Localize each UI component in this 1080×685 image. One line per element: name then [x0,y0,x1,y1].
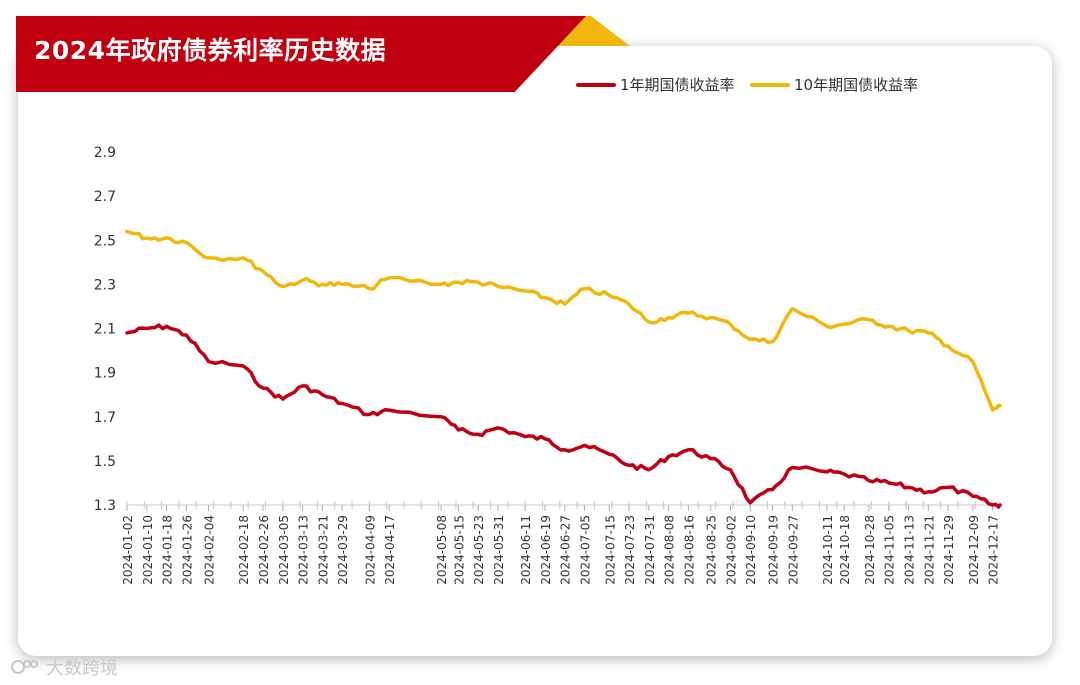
x-tick-label: 2024-11-05 [883,515,897,585]
watermark-logo-icon [11,660,38,674]
y-tick-label: 2.7 [94,189,116,205]
x-tick-label: 2024-07-23 [623,515,637,585]
legend-swatch-1y [576,82,616,87]
x-tick-label: 2024-12-09 [967,515,981,585]
x-tick-label: 2024-01-26 [180,515,194,585]
watermark: 大数跨境 [10,654,118,680]
legend-item-1y: 1年期国债收益率 [576,74,735,95]
x-tick-label: 2024-02-04 [203,515,217,585]
x-tick-label: 2024-10-11 [821,515,835,585]
x-tick-label: 2024-09-27 [786,515,800,585]
x-tick-label: 2024-05-15 [452,515,466,585]
x-tick-label: 2024-08-08 [663,515,677,585]
series-line-10y [125,229,1002,412]
x-tick-label: 2024-08-16 [682,515,696,585]
x-tick-label: 2024-03-21 [316,515,330,585]
legend-label-1y: 1年期国债收益率 [620,76,735,94]
y-tick-label: 2.1 [94,322,116,338]
x-tick-label: 2024-05-31 [492,515,506,585]
x-tick-label: 2024-06-27 [559,515,573,585]
chart-title: 2024年政府债券利率历史数据 [34,36,387,65]
legend-item-10y: 10年期国债收益率 [750,74,918,95]
x-tick-label: 2024-10-28 [863,515,877,585]
legend-swatch-10y [750,82,790,87]
series-line-1y [125,323,1002,509]
x-tick-label: 2024-06-11 [519,515,533,585]
x-tick-label: 2024-08-25 [705,515,719,585]
x-tick-label: 2024-04-17 [383,515,397,585]
x-tick-label: 2024-11-29 [942,515,956,585]
x-tick-label: 2024-03-13 [297,515,311,585]
watermark-text: 大数跨境 [46,658,118,679]
title-banner [16,16,586,92]
x-tick-label: 2024-01-18 [161,515,175,585]
x-tick-label: 2024-12-17 [987,515,1001,585]
legend-label-10y: 10年期国债收益率 [794,76,919,94]
chart-card [18,46,1052,656]
y-tick-label: 2.5 [94,233,116,249]
y-tick-label: 1.3 [94,498,116,514]
x-tick-label: 2024-11-13 [902,515,916,585]
x-tick-label: 2024-07-05 [579,515,593,585]
x-tick-label: 2024-01-02 [121,515,135,585]
y-tick-label: 1.5 [94,454,116,470]
x-tick-label: 2024-09-02 [724,515,738,585]
x-tick-label: 2024-03-29 [336,515,350,585]
x-tick-label: 2024-09-10 [744,515,758,585]
x-tick-label: 2024-09-19 [766,515,780,585]
y-tick-label: 2.3 [94,277,116,293]
x-tick-label: 2024-01-10 [141,515,155,585]
y-tick-label: 1.7 [94,410,116,426]
x-tick-label: 2024-06-19 [539,515,553,585]
x-tick-label: 2024-05-23 [472,515,486,585]
x-tick-label: 2024-02-18 [237,515,251,585]
x-tick-label: 2024-07-15 [603,515,617,585]
x-tick-label: 2024-02-26 [257,515,271,585]
x-tick-label: 2024-05-08 [435,515,449,585]
x-tick-label: 2024-03-05 [277,515,291,585]
y-tick-label: 1.9 [94,366,116,382]
y-tick-label: 2.9 [94,145,116,161]
x-tick-label: 2024-04-09 [363,515,377,585]
x-tick-label: 2024-07-31 [643,515,657,585]
x-tick-label: 2024-11-21 [922,515,936,585]
x-tick-label: 2024-10-18 [838,515,852,585]
